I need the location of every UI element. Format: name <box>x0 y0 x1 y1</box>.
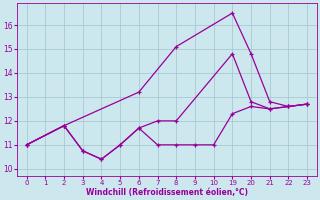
X-axis label: Windchill (Refroidissement éolien,°C): Windchill (Refroidissement éolien,°C) <box>86 188 248 197</box>
